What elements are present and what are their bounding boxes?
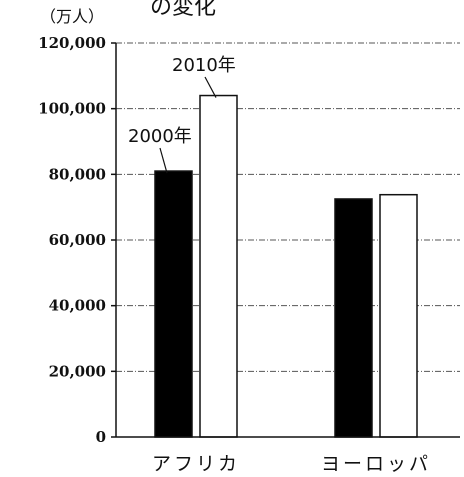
y-axis-ticks: 0 20,000 40,000 60,000 80,000 100,000 120,000 <box>38 34 116 446</box>
y-tick-label: 120,000 <box>38 34 106 52</box>
bar-series-2-2 <box>379 193 418 438</box>
y-tick-label: 40,000 <box>49 297 106 315</box>
y-tick-label: 0 <box>96 428 106 446</box>
category-label: ヨーロッパ <box>321 453 431 475</box>
y-axis-unit-label: （万人） <box>40 7 104 26</box>
chart-title: の変化 <box>150 0 216 20</box>
annotation-series-2: 2010年 <box>172 55 236 76</box>
annotation-arrow <box>159 147 168 174</box>
category-label: アフリカ <box>152 453 240 475</box>
y-tick-label: 20,000 <box>49 362 106 380</box>
bars <box>154 94 418 438</box>
y-tick-label: 80,000 <box>49 165 106 183</box>
category-labels: アフリカ ヨーロッパ <box>152 453 431 475</box>
bar-annotations: 2000年 2010年 <box>128 55 236 174</box>
bar-series-1-2 <box>334 198 373 438</box>
y-tick-label: 60,000 <box>49 231 106 249</box>
bar-series-2-1 <box>199 94 238 438</box>
y-tick-label: 100,000 <box>38 100 106 118</box>
bar-series-1-1 <box>154 170 193 438</box>
annotation-arrow <box>204 76 217 98</box>
annotation-series-1: 2000年 <box>128 126 192 147</box>
